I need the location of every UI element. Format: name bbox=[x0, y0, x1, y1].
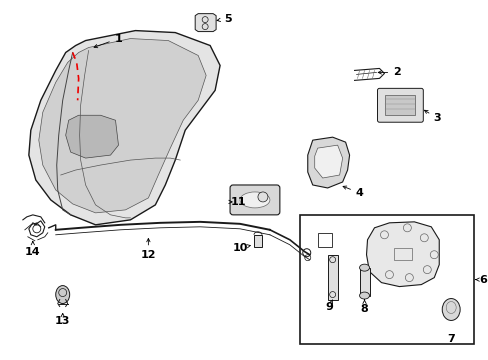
Text: 14: 14 bbox=[25, 247, 41, 257]
Bar bbox=[359, 268, 369, 296]
Text: 1: 1 bbox=[114, 33, 122, 44]
Ellipse shape bbox=[359, 292, 369, 299]
Text: 8: 8 bbox=[360, 305, 367, 315]
Bar bbox=[317, 233, 331, 247]
Ellipse shape bbox=[56, 285, 69, 303]
Text: 11: 11 bbox=[230, 197, 245, 207]
Text: 5: 5 bbox=[224, 14, 231, 24]
Polygon shape bbox=[195, 14, 216, 32]
Bar bbox=[327, 255, 337, 300]
Text: 7: 7 bbox=[447, 334, 454, 345]
Text: 6: 6 bbox=[478, 275, 486, 285]
Text: 4: 4 bbox=[355, 188, 363, 198]
Text: 12: 12 bbox=[141, 250, 156, 260]
Text: 10: 10 bbox=[232, 243, 247, 253]
Polygon shape bbox=[65, 115, 118, 158]
Ellipse shape bbox=[240, 192, 269, 208]
Text: 9: 9 bbox=[325, 302, 333, 311]
Polygon shape bbox=[366, 222, 438, 287]
Bar bbox=[299, 215, 473, 345]
FancyBboxPatch shape bbox=[229, 185, 279, 215]
FancyBboxPatch shape bbox=[377, 88, 423, 122]
Bar bbox=[394, 248, 411, 260]
Polygon shape bbox=[314, 145, 342, 178]
Ellipse shape bbox=[359, 264, 369, 271]
Bar bbox=[253, 235, 262, 247]
Polygon shape bbox=[39, 39, 206, 213]
Polygon shape bbox=[307, 137, 349, 188]
Text: 2: 2 bbox=[393, 67, 401, 77]
Text: 13: 13 bbox=[55, 316, 70, 327]
Polygon shape bbox=[29, 31, 220, 225]
Ellipse shape bbox=[441, 298, 459, 320]
Text: 3: 3 bbox=[432, 113, 440, 123]
Circle shape bbox=[258, 192, 267, 202]
Bar bbox=[385, 95, 414, 115]
